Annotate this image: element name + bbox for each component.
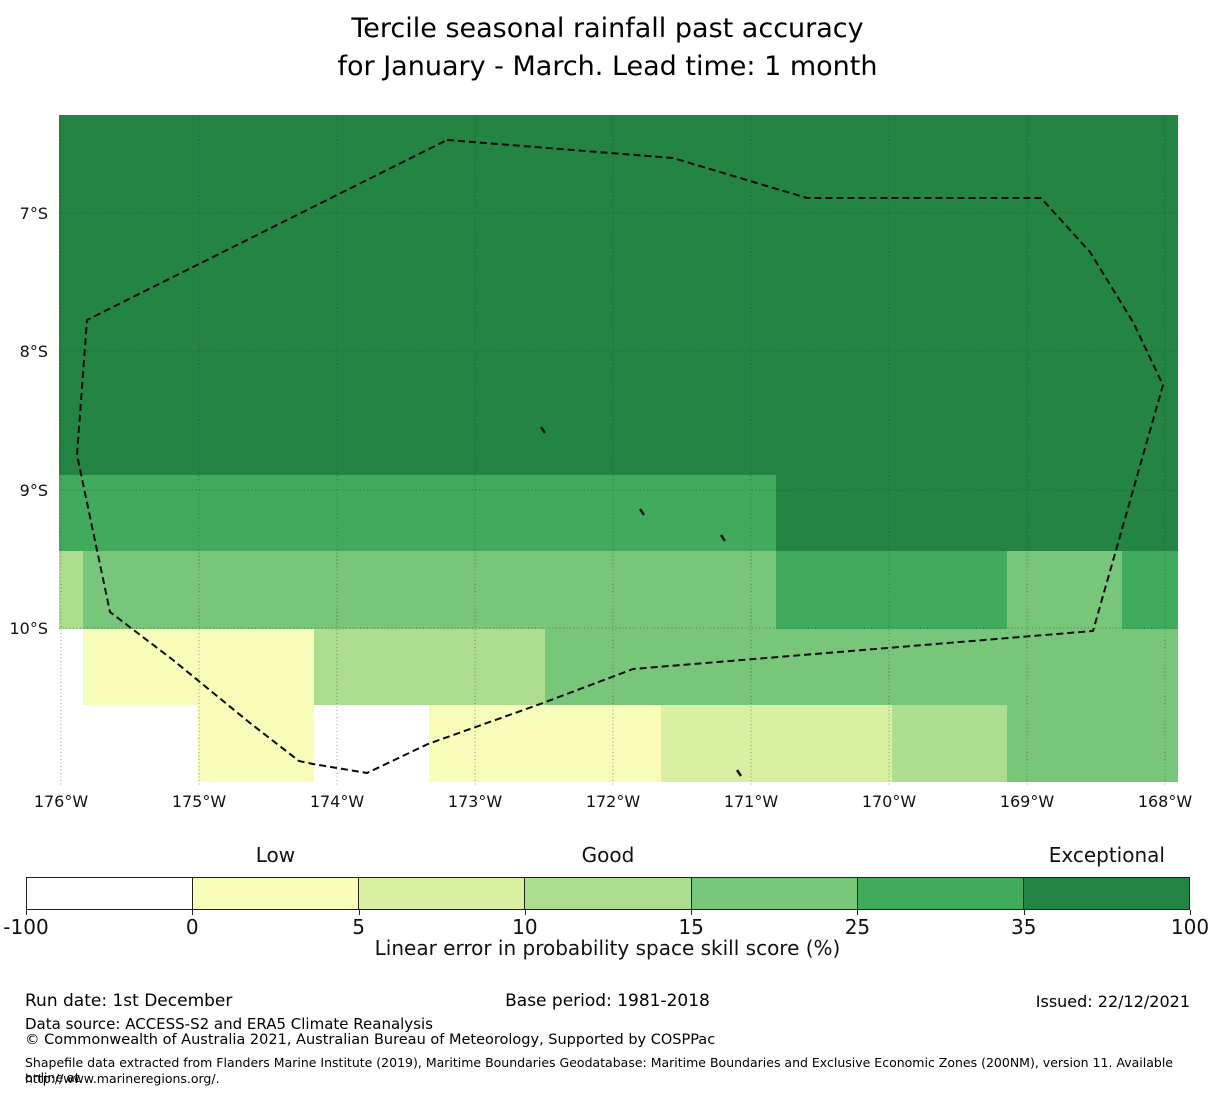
data-source-text: Data source: ACCESS-S2 and ERA5 Climate … xyxy=(25,1015,433,1033)
x-tick-label: 176°W xyxy=(34,792,89,811)
eez-boundary-line xyxy=(76,139,1164,774)
colorbar-category-label: Good xyxy=(581,843,635,867)
colorbar-tick xyxy=(358,910,360,915)
map-cell xyxy=(776,551,1007,629)
x-tick-label: 168°W xyxy=(1138,792,1193,811)
map-cell xyxy=(1122,551,1178,629)
map-cell xyxy=(661,705,892,782)
colorbar-segment xyxy=(193,878,360,909)
colorbar-tick xyxy=(691,910,693,915)
colorbar-tick xyxy=(1023,910,1025,915)
colorbar-segment xyxy=(525,878,692,909)
copyright-text: © Commonwealth of Australia 2021, Austra… xyxy=(25,1032,716,1048)
colorbar-category-label: Low xyxy=(255,843,296,867)
run-date-text: Run date: 1st December xyxy=(25,991,233,1011)
colorbar-category-label: Exceptional xyxy=(1048,843,1165,867)
island-mark xyxy=(735,769,743,777)
chart-title-line1: Tercile seasonal rainfall past accuracy xyxy=(351,13,864,44)
base-period-text: Base period: 1981-2018 xyxy=(505,991,710,1011)
chart-title-line2: for January - March. Lead time: 1 month xyxy=(337,51,878,82)
y-tick-label: 8°S xyxy=(20,342,48,361)
map-cell xyxy=(59,551,83,629)
colorbar xyxy=(26,877,1190,910)
x-tick-label: 171°W xyxy=(724,792,779,811)
colorbar-segment xyxy=(1023,878,1189,909)
colorbar-tick xyxy=(857,910,859,915)
map-cell xyxy=(59,115,1178,475)
rainfall-accuracy-map: 176°W 175°W 174°W 173°W 172°W 171°W 170°W 169°W… xyxy=(9,115,1193,811)
colorbar-tick-label: 10 xyxy=(512,915,538,939)
island-mark xyxy=(539,426,547,434)
colorbar-tick xyxy=(26,910,27,915)
x-tick-label: 173°W xyxy=(448,792,503,811)
colorbar-tick xyxy=(192,910,194,915)
colorbar-tick-label: 100 xyxy=(1170,915,1210,939)
colorbar-segment xyxy=(691,878,858,909)
colorbar-tick-label: 15 xyxy=(678,915,704,939)
issued-date-text: Issued: 22/12/2021 xyxy=(1035,992,1190,1011)
x-tick-label: 174°W xyxy=(310,792,365,811)
shapefile-note-text: Shapefile data extracted from Flanders M… xyxy=(25,1055,1173,1085)
y-tick-label: 7°S xyxy=(20,204,48,223)
y-tick-label: 10°S xyxy=(9,619,48,638)
x-tick-label: 170°W xyxy=(862,792,917,811)
colorbar-tick xyxy=(1190,910,1191,915)
chart-title: Tercile seasonal rainfall past accuracy … xyxy=(0,10,1215,86)
colorbar-segment xyxy=(359,878,526,909)
map-cell xyxy=(83,629,314,705)
map-cell xyxy=(59,475,776,551)
map-cell xyxy=(892,705,1007,782)
colorbar-ticks: -100 0 5 10 15 25 35 100 xyxy=(3,910,1209,940)
map-cell xyxy=(83,551,776,629)
x-tick-label: 169°W xyxy=(1000,792,1055,811)
y-tick-label: 9°S xyxy=(20,481,48,500)
colorbar-tick-label: -100 xyxy=(3,915,49,939)
colorbar-tick-label: 25 xyxy=(844,915,871,939)
colorbar-tick-label: 35 xyxy=(1010,915,1037,939)
colorbar-tick xyxy=(524,910,526,915)
colorbar-segment xyxy=(857,878,1024,909)
x-tick-label: 175°W xyxy=(172,792,227,811)
map-cell xyxy=(776,475,1178,551)
map-cell xyxy=(314,629,545,705)
shapefile-url-text: http://www.marineregions.org/. xyxy=(25,1071,220,1086)
x-tick-label: 172°W xyxy=(586,792,641,811)
map-cell xyxy=(1007,551,1122,629)
colorbar-axis-label: Linear error in probability space skill … xyxy=(374,936,841,960)
map-cell xyxy=(198,705,314,782)
island-mark xyxy=(638,508,646,516)
map-cell xyxy=(545,629,1178,705)
island-mark xyxy=(719,534,727,542)
colorbar-tick-label: 0 xyxy=(185,915,199,939)
map-cell xyxy=(429,705,661,782)
colorbar-tick-label: 5 xyxy=(352,915,365,939)
colorbar-segment xyxy=(27,878,194,909)
map-cell xyxy=(1007,705,1178,782)
colorbar-category-labels: Low Good Exceptional xyxy=(26,843,1190,869)
